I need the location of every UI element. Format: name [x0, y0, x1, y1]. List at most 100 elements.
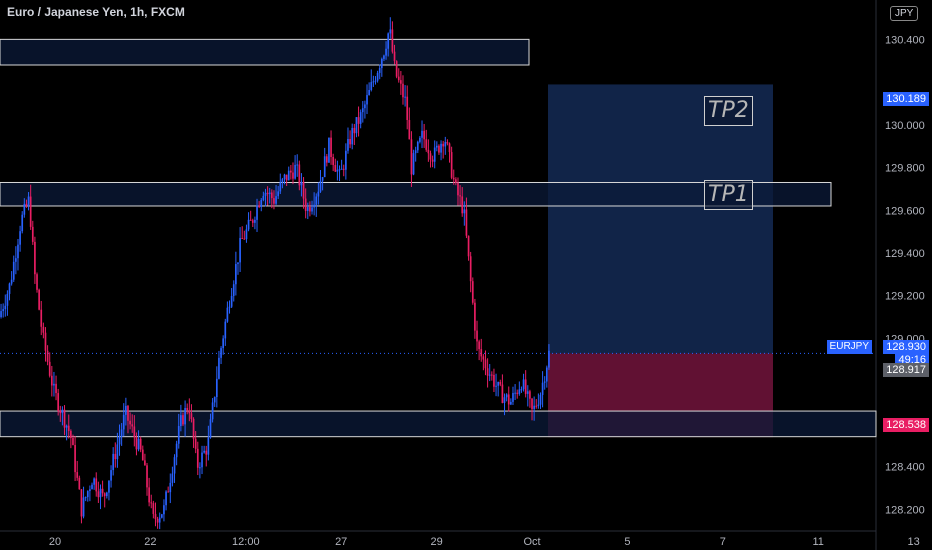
candle-body [84, 497, 87, 499]
candle-body [484, 359, 487, 369]
candle-body [476, 330, 478, 342]
candle-body [533, 405, 535, 409]
candle-body [243, 238, 246, 240]
candle-body [133, 426, 136, 438]
tp2-label[interactable]: TP2 [704, 96, 753, 126]
candle-body [260, 199, 263, 208]
candle-body [474, 302, 476, 331]
candle-body [40, 309, 43, 327]
candle-body [186, 407, 189, 411]
candle-body [177, 426, 180, 444]
candle-body [31, 226, 34, 242]
candle-body [220, 348, 222, 358]
candle-body [543, 381, 546, 383]
y-tick-label: 129.400 [885, 248, 925, 260]
candle-body [129, 420, 131, 425]
candle-body [268, 192, 271, 195]
candle-body [383, 55, 385, 59]
candle-body [514, 392, 516, 394]
entry-price-tag: 128.917 [883, 363, 929, 377]
candle-body [471, 281, 474, 303]
candle-body [364, 104, 366, 109]
candle-body [205, 450, 208, 455]
candle-body [294, 164, 296, 179]
candle-body [446, 142, 449, 144]
candle-body [110, 470, 112, 481]
candle-body [188, 410, 191, 414]
candle-body [482, 356, 485, 360]
candle-body [42, 326, 45, 333]
candle-body [190, 413, 193, 419]
candle-body [169, 482, 172, 493]
candle-body [285, 174, 288, 181]
chart-title: Euro / Japanese Yen, 1h, FXCM [7, 5, 185, 19]
candle-body [70, 430, 72, 438]
candle-body [357, 117, 360, 124]
candle-body [67, 425, 70, 431]
candle-body [321, 177, 324, 181]
candle-body [218, 357, 220, 379]
candle-body [306, 207, 309, 211]
candle-body [465, 209, 468, 236]
candle-body [296, 164, 299, 166]
candle-body [196, 448, 199, 468]
candle-body [385, 48, 387, 56]
candle-body [17, 244, 19, 259]
candle-body [279, 182, 282, 192]
candle-body [27, 196, 30, 206]
candle-body [319, 180, 322, 192]
candle-body [452, 177, 455, 180]
candle-body [154, 513, 157, 519]
candle-body [400, 80, 402, 84]
candle-body [59, 410, 62, 414]
candle-body [122, 414, 125, 430]
candle-body [499, 381, 502, 385]
candle-body [368, 89, 370, 96]
candle-body [281, 179, 284, 183]
candle-body [247, 219, 250, 230]
candle-body [65, 425, 68, 428]
candle-body [524, 379, 527, 394]
candle-body [526, 391, 529, 394]
candle-body [374, 80, 377, 82]
candle-body [211, 402, 214, 420]
candle-body [241, 237, 244, 239]
candle-body [518, 389, 521, 394]
stop-price-tag: 128.538 [883, 418, 929, 432]
candle-body [207, 437, 210, 455]
candle-body [273, 198, 275, 204]
tp1-label[interactable]: TP1 [704, 180, 753, 210]
candle-body [44, 332, 47, 351]
candle-body [194, 438, 197, 449]
target-area [548, 84, 773, 354]
candle-body [12, 261, 15, 280]
candle-body [323, 156, 326, 178]
candle-body [431, 159, 434, 162]
candle-body [275, 196, 277, 204]
candle-body [93, 478, 95, 485]
y-tick-label: 130.000 [885, 120, 925, 132]
candle-body [397, 76, 400, 81]
candle-body [148, 487, 150, 503]
x-tick-label: 5 [624, 536, 630, 548]
candle-body [328, 137, 330, 163]
candle-body [404, 96, 406, 98]
candle-body [57, 393, 60, 411]
candle-body [239, 237, 241, 263]
candle-body [10, 279, 13, 284]
currency-button[interactable]: JPY [890, 6, 919, 21]
candle-body [541, 382, 544, 395]
candle-body [290, 170, 292, 173]
candle-body [277, 191, 280, 197]
candle-body [309, 207, 311, 212]
candle-body [366, 95, 368, 105]
candle-body [146, 465, 148, 488]
candle-body [256, 205, 258, 220]
support-resistance-zone [0, 410, 877, 438]
candle-body [347, 138, 349, 151]
candle-body [507, 394, 510, 405]
candle-body [516, 392, 519, 394]
candle-body [105, 492, 108, 497]
